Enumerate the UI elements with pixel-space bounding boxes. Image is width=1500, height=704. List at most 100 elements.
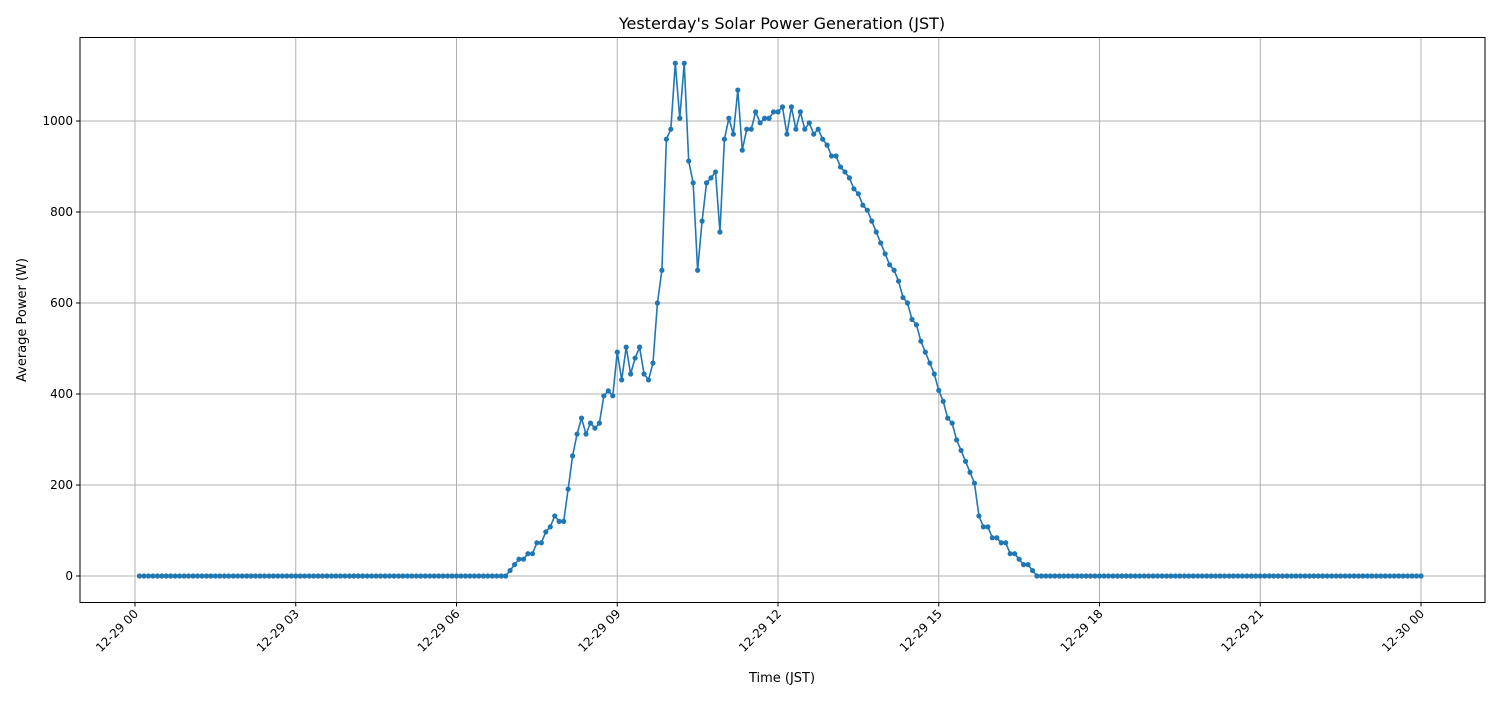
data-point xyxy=(458,573,464,579)
data-point xyxy=(695,267,701,273)
data-point xyxy=(998,540,1004,546)
data-point xyxy=(806,120,812,126)
data-point xyxy=(1154,573,1161,579)
data-point xyxy=(596,420,602,426)
data-point xyxy=(1150,573,1156,579)
x-tick-label: 12-29 00 xyxy=(93,607,141,655)
data-point xyxy=(1217,573,1223,579)
data-point xyxy=(1123,573,1129,579)
data-point xyxy=(918,338,924,344)
y-axis-ticks: 0 200 400 600 800 1000 xyxy=(42,114,80,583)
data-point xyxy=(1163,573,1170,579)
data-point xyxy=(762,115,768,121)
data-point xyxy=(1195,573,1201,579)
data-point xyxy=(873,229,879,235)
data-point xyxy=(355,573,361,579)
data-point xyxy=(1226,573,1232,579)
data-point xyxy=(252,573,259,579)
data-point xyxy=(846,175,853,181)
data-point xyxy=(784,131,790,137)
data-point xyxy=(967,469,973,475)
data-point xyxy=(257,573,263,579)
data-point xyxy=(641,371,647,377)
data-point xyxy=(1315,573,1321,579)
data-point xyxy=(279,573,285,579)
data-point xyxy=(1043,573,1049,579)
data-point xyxy=(1092,573,1098,579)
data-point xyxy=(266,573,272,579)
data-point xyxy=(1311,573,1317,579)
data-point xyxy=(735,87,741,93)
data-point xyxy=(471,573,477,579)
data-point xyxy=(672,60,678,66)
data-point xyxy=(1119,573,1125,579)
data-point xyxy=(1364,573,1371,579)
data-point xyxy=(1065,573,1071,579)
data-point xyxy=(302,573,308,579)
data-point xyxy=(940,398,946,404)
data-point xyxy=(565,486,571,492)
data-point xyxy=(1034,573,1040,579)
data-point xyxy=(190,573,196,579)
data-point xyxy=(686,158,692,164)
data-point xyxy=(904,300,911,306)
data-point xyxy=(235,573,241,579)
data-point xyxy=(1302,573,1308,579)
data-point xyxy=(324,573,330,579)
data-point xyxy=(217,573,223,579)
data-point xyxy=(645,377,652,383)
data-point xyxy=(467,573,473,579)
data-point xyxy=(297,573,303,579)
data-point xyxy=(1029,567,1036,574)
data-point xyxy=(895,278,902,284)
data-point xyxy=(936,387,942,393)
y-tick-label: 1000 xyxy=(42,114,73,128)
data-point xyxy=(1208,573,1214,579)
data-point xyxy=(1070,573,1076,579)
data-point xyxy=(802,126,808,132)
data-point xyxy=(1293,573,1299,579)
data-point xyxy=(177,573,183,579)
data-point xyxy=(1132,573,1138,579)
y-tick-label: 200 xyxy=(50,478,73,492)
data-point xyxy=(1003,540,1009,546)
data-point xyxy=(753,109,759,115)
data-point xyxy=(400,573,406,579)
data-point xyxy=(1101,573,1107,579)
data-point xyxy=(1369,573,1375,579)
data-point xyxy=(150,573,156,579)
data-point xyxy=(922,349,928,355)
data-point xyxy=(945,415,951,421)
y-axis-label: Average Power (W) xyxy=(15,258,30,382)
data-point xyxy=(395,573,402,579)
data-point xyxy=(556,518,562,525)
series-line xyxy=(139,63,1421,577)
data-point xyxy=(976,513,982,519)
data-point xyxy=(958,447,964,454)
x-tick-label: 12-29 21 xyxy=(1218,607,1266,655)
data-point xyxy=(552,513,558,519)
data-point xyxy=(319,573,326,579)
data-point xyxy=(386,573,393,579)
data-point xyxy=(422,573,428,579)
data-point xyxy=(851,186,857,192)
data-point xyxy=(793,126,799,132)
data-point xyxy=(1387,573,1393,579)
data-point xyxy=(261,573,268,579)
data-point xyxy=(230,573,236,579)
data-point xyxy=(1212,573,1219,579)
data-point xyxy=(1244,573,1250,579)
data-point xyxy=(605,388,611,394)
data-point xyxy=(681,60,687,66)
data-point xyxy=(721,136,728,142)
data-point xyxy=(1262,573,1268,579)
data-point xyxy=(194,573,201,579)
data-point xyxy=(1346,573,1353,579)
data-point xyxy=(342,573,348,579)
data-point xyxy=(172,573,178,579)
data-point xyxy=(1257,573,1263,579)
data-point xyxy=(1199,573,1205,579)
data-point xyxy=(1382,573,1388,579)
data-point xyxy=(837,164,844,170)
data-point xyxy=(855,191,861,197)
